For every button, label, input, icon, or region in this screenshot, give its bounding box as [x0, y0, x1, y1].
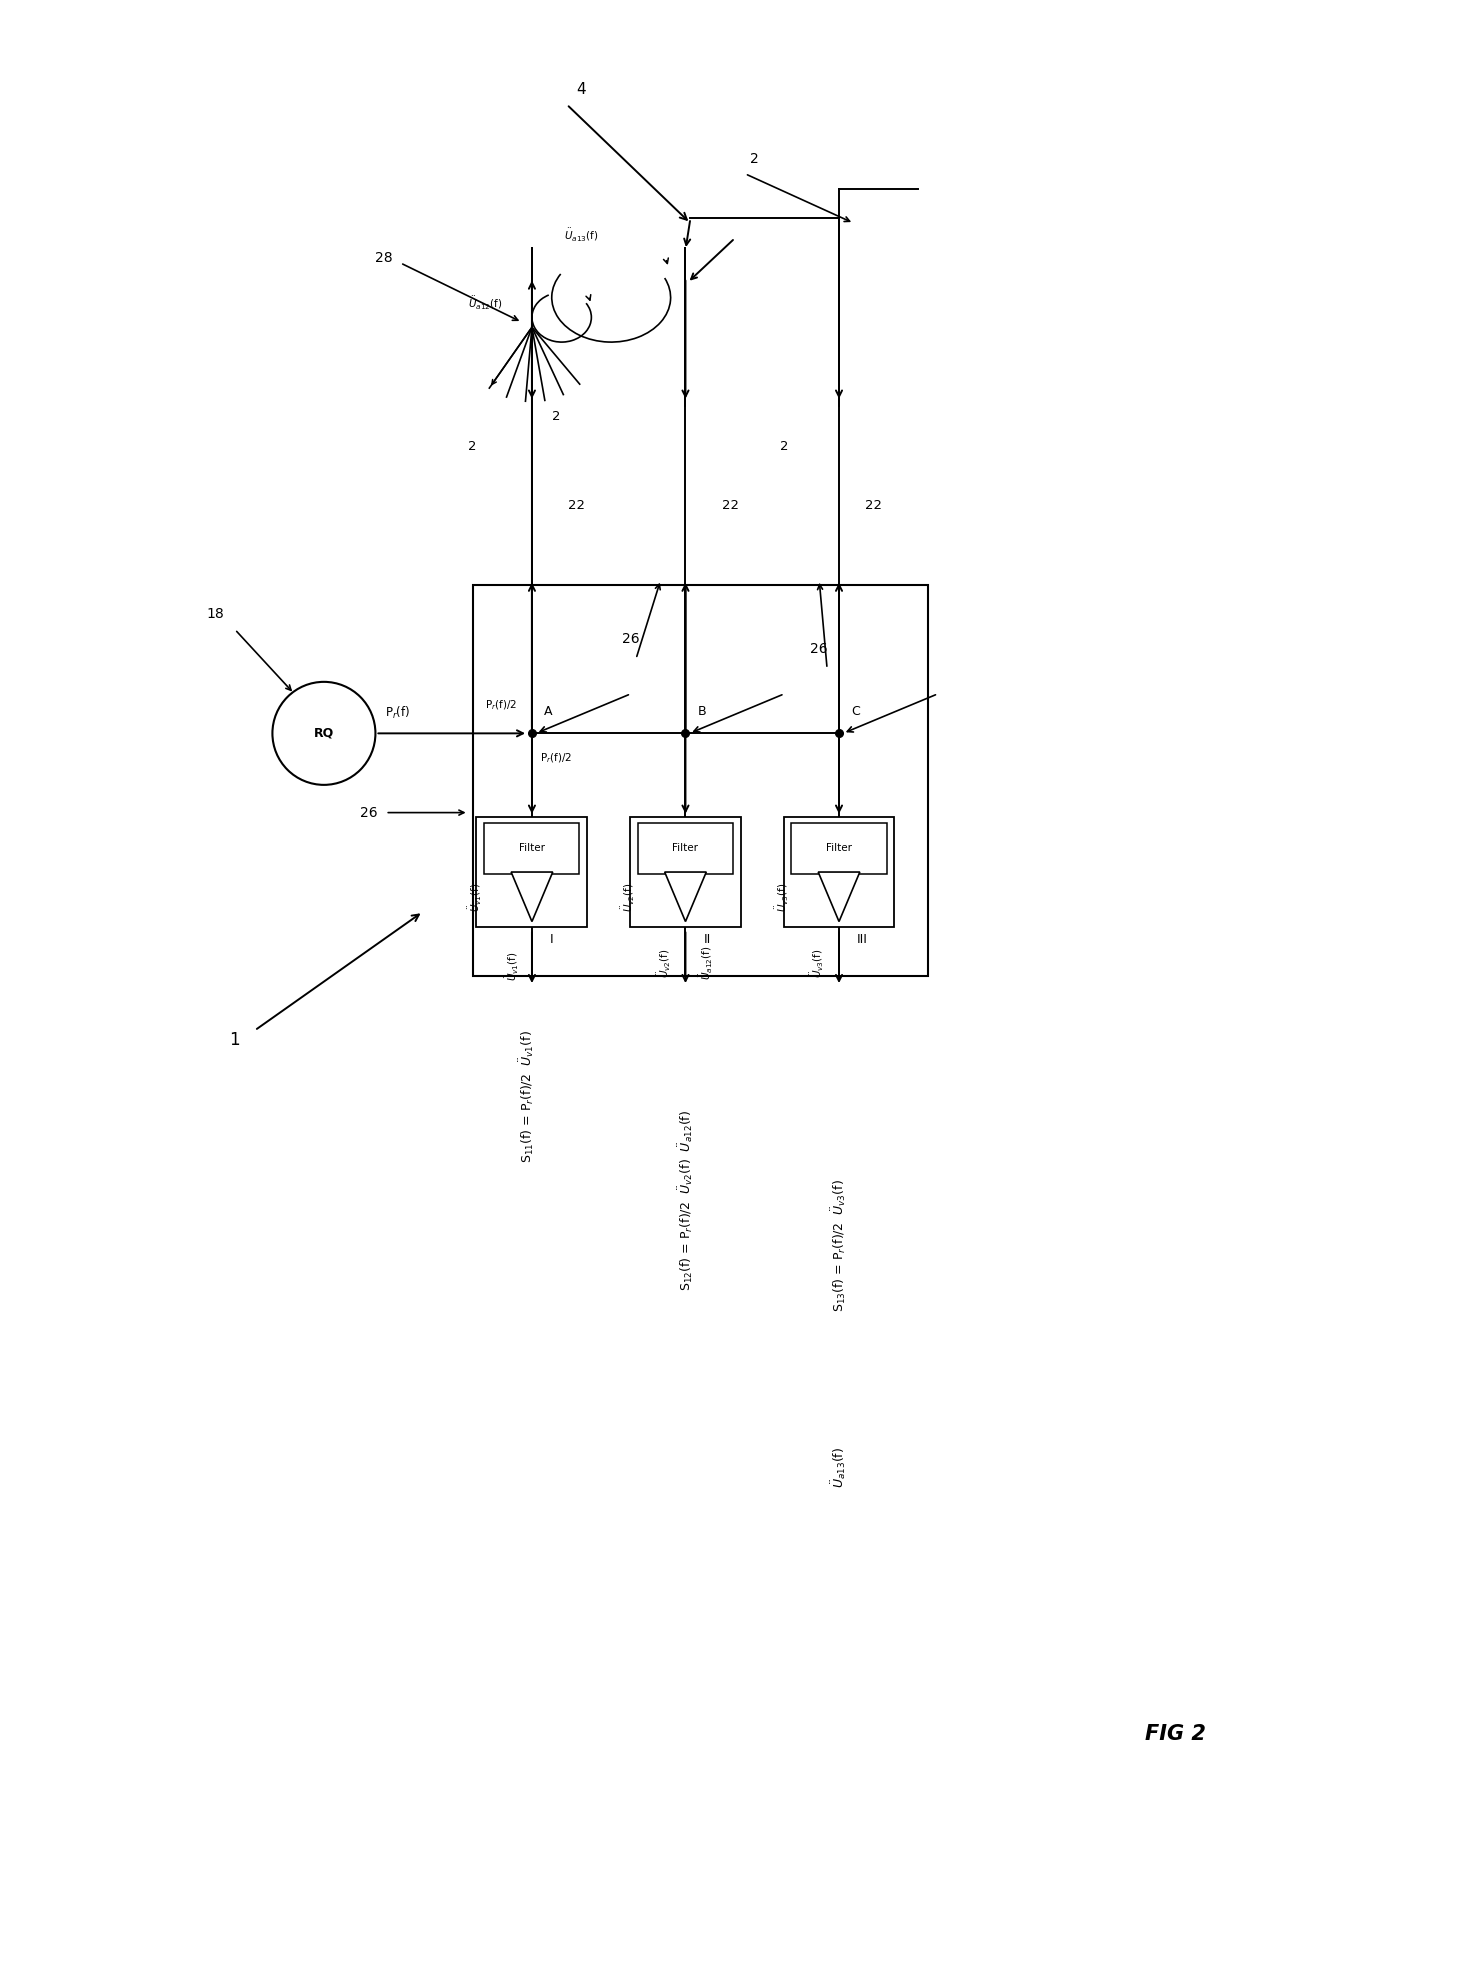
Bar: [791, 822, 887, 875]
Bar: [472, 584, 928, 977]
Text: $\ddot{U}_{a13}$(f): $\ddot{U}_{a13}$(f): [565, 226, 599, 243]
Text: B: B: [697, 706, 706, 718]
Text: 2: 2: [750, 151, 759, 167]
Text: Filter: Filter: [519, 843, 544, 853]
Text: S$_{12}$(f) = P$_r$(f)/2  $\ddot{U}_{v2}$(f)  $\ddot{U}_{a12}$(f): S$_{12}$(f) = P$_r$(f)/2 $\ddot{U}_{v2}$…: [677, 1110, 694, 1290]
Text: 26: 26: [622, 631, 640, 647]
Text: III: III: [856, 933, 868, 947]
Text: $\ddot{U}_{v3}$(f): $\ddot{U}_{v3}$(f): [774, 882, 790, 912]
Text: FIG 2: FIG 2: [1146, 1724, 1206, 1743]
Text: $\ddot{U}_{a12}$(f): $\ddot{U}_{a12}$(f): [697, 945, 715, 980]
Text: 4: 4: [577, 82, 587, 96]
Text: C: C: [850, 706, 859, 718]
Polygon shape: [818, 873, 861, 922]
Text: $\ddot{U}_{v2}$(f): $\ddot{U}_{v2}$(f): [619, 882, 637, 912]
Text: 1: 1: [229, 1031, 240, 1049]
Bar: [484, 822, 580, 875]
Text: $\ddot{U}_{a12}$(f): $\ddot{U}_{a12}$(f): [468, 294, 502, 312]
Text: 18: 18: [206, 608, 224, 622]
Circle shape: [272, 682, 375, 784]
Polygon shape: [665, 873, 706, 922]
Bar: [630, 816, 741, 926]
Text: 22: 22: [865, 498, 883, 512]
Text: Filter: Filter: [672, 843, 699, 853]
Text: $\ddot{U}_{v1}$(f): $\ddot{U}_{v1}$(f): [503, 951, 521, 980]
Text: $\ddot{U}_{a13}$(f): $\ddot{U}_{a13}$(f): [830, 1447, 849, 1488]
Text: 2: 2: [780, 439, 788, 453]
Text: S$_{13}$(f) = P$_r$(f)/2  $\ddot{U}_{v3}$(f): S$_{13}$(f) = P$_r$(f)/2 $\ddot{U}_{v3}$…: [830, 1179, 849, 1312]
Text: 22: 22: [722, 498, 738, 512]
Text: 2: 2: [553, 410, 560, 424]
Text: 2: 2: [468, 439, 477, 453]
Bar: [784, 816, 894, 926]
Bar: [638, 822, 733, 875]
Text: 22: 22: [568, 498, 585, 512]
Text: 28: 28: [375, 251, 393, 265]
Text: I: I: [550, 933, 553, 947]
Text: S$_{11}$(f) = P$_r$(f)/2  $\ddot{U}_{v1}$(f): S$_{11}$(f) = P$_r$(f)/2 $\ddot{U}_{v1}$…: [518, 1031, 537, 1163]
Text: 26: 26: [360, 806, 377, 820]
Text: P$_r$(f)/2: P$_r$(f)/2: [540, 751, 572, 765]
Text: P$_r$(f)/2: P$_r$(f)/2: [485, 698, 518, 712]
Text: 26: 26: [811, 641, 828, 657]
Text: Filter: Filter: [827, 843, 852, 853]
Text: $\ddot{U}_{v1}$(f): $\ddot{U}_{v1}$(f): [466, 882, 482, 912]
Text: A: A: [544, 706, 552, 718]
Text: P$_r$(f): P$_r$(f): [385, 706, 410, 722]
Text: II: II: [703, 933, 710, 947]
Text: RQ: RQ: [313, 728, 334, 739]
Polygon shape: [510, 873, 553, 922]
Bar: [477, 816, 587, 926]
Text: $\ddot{U}_{v3}$(f): $\ddot{U}_{v3}$(f): [809, 949, 825, 979]
Text: $\ddot{U}_{v2}$(f): $\ddot{U}_{v2}$(f): [655, 949, 672, 979]
